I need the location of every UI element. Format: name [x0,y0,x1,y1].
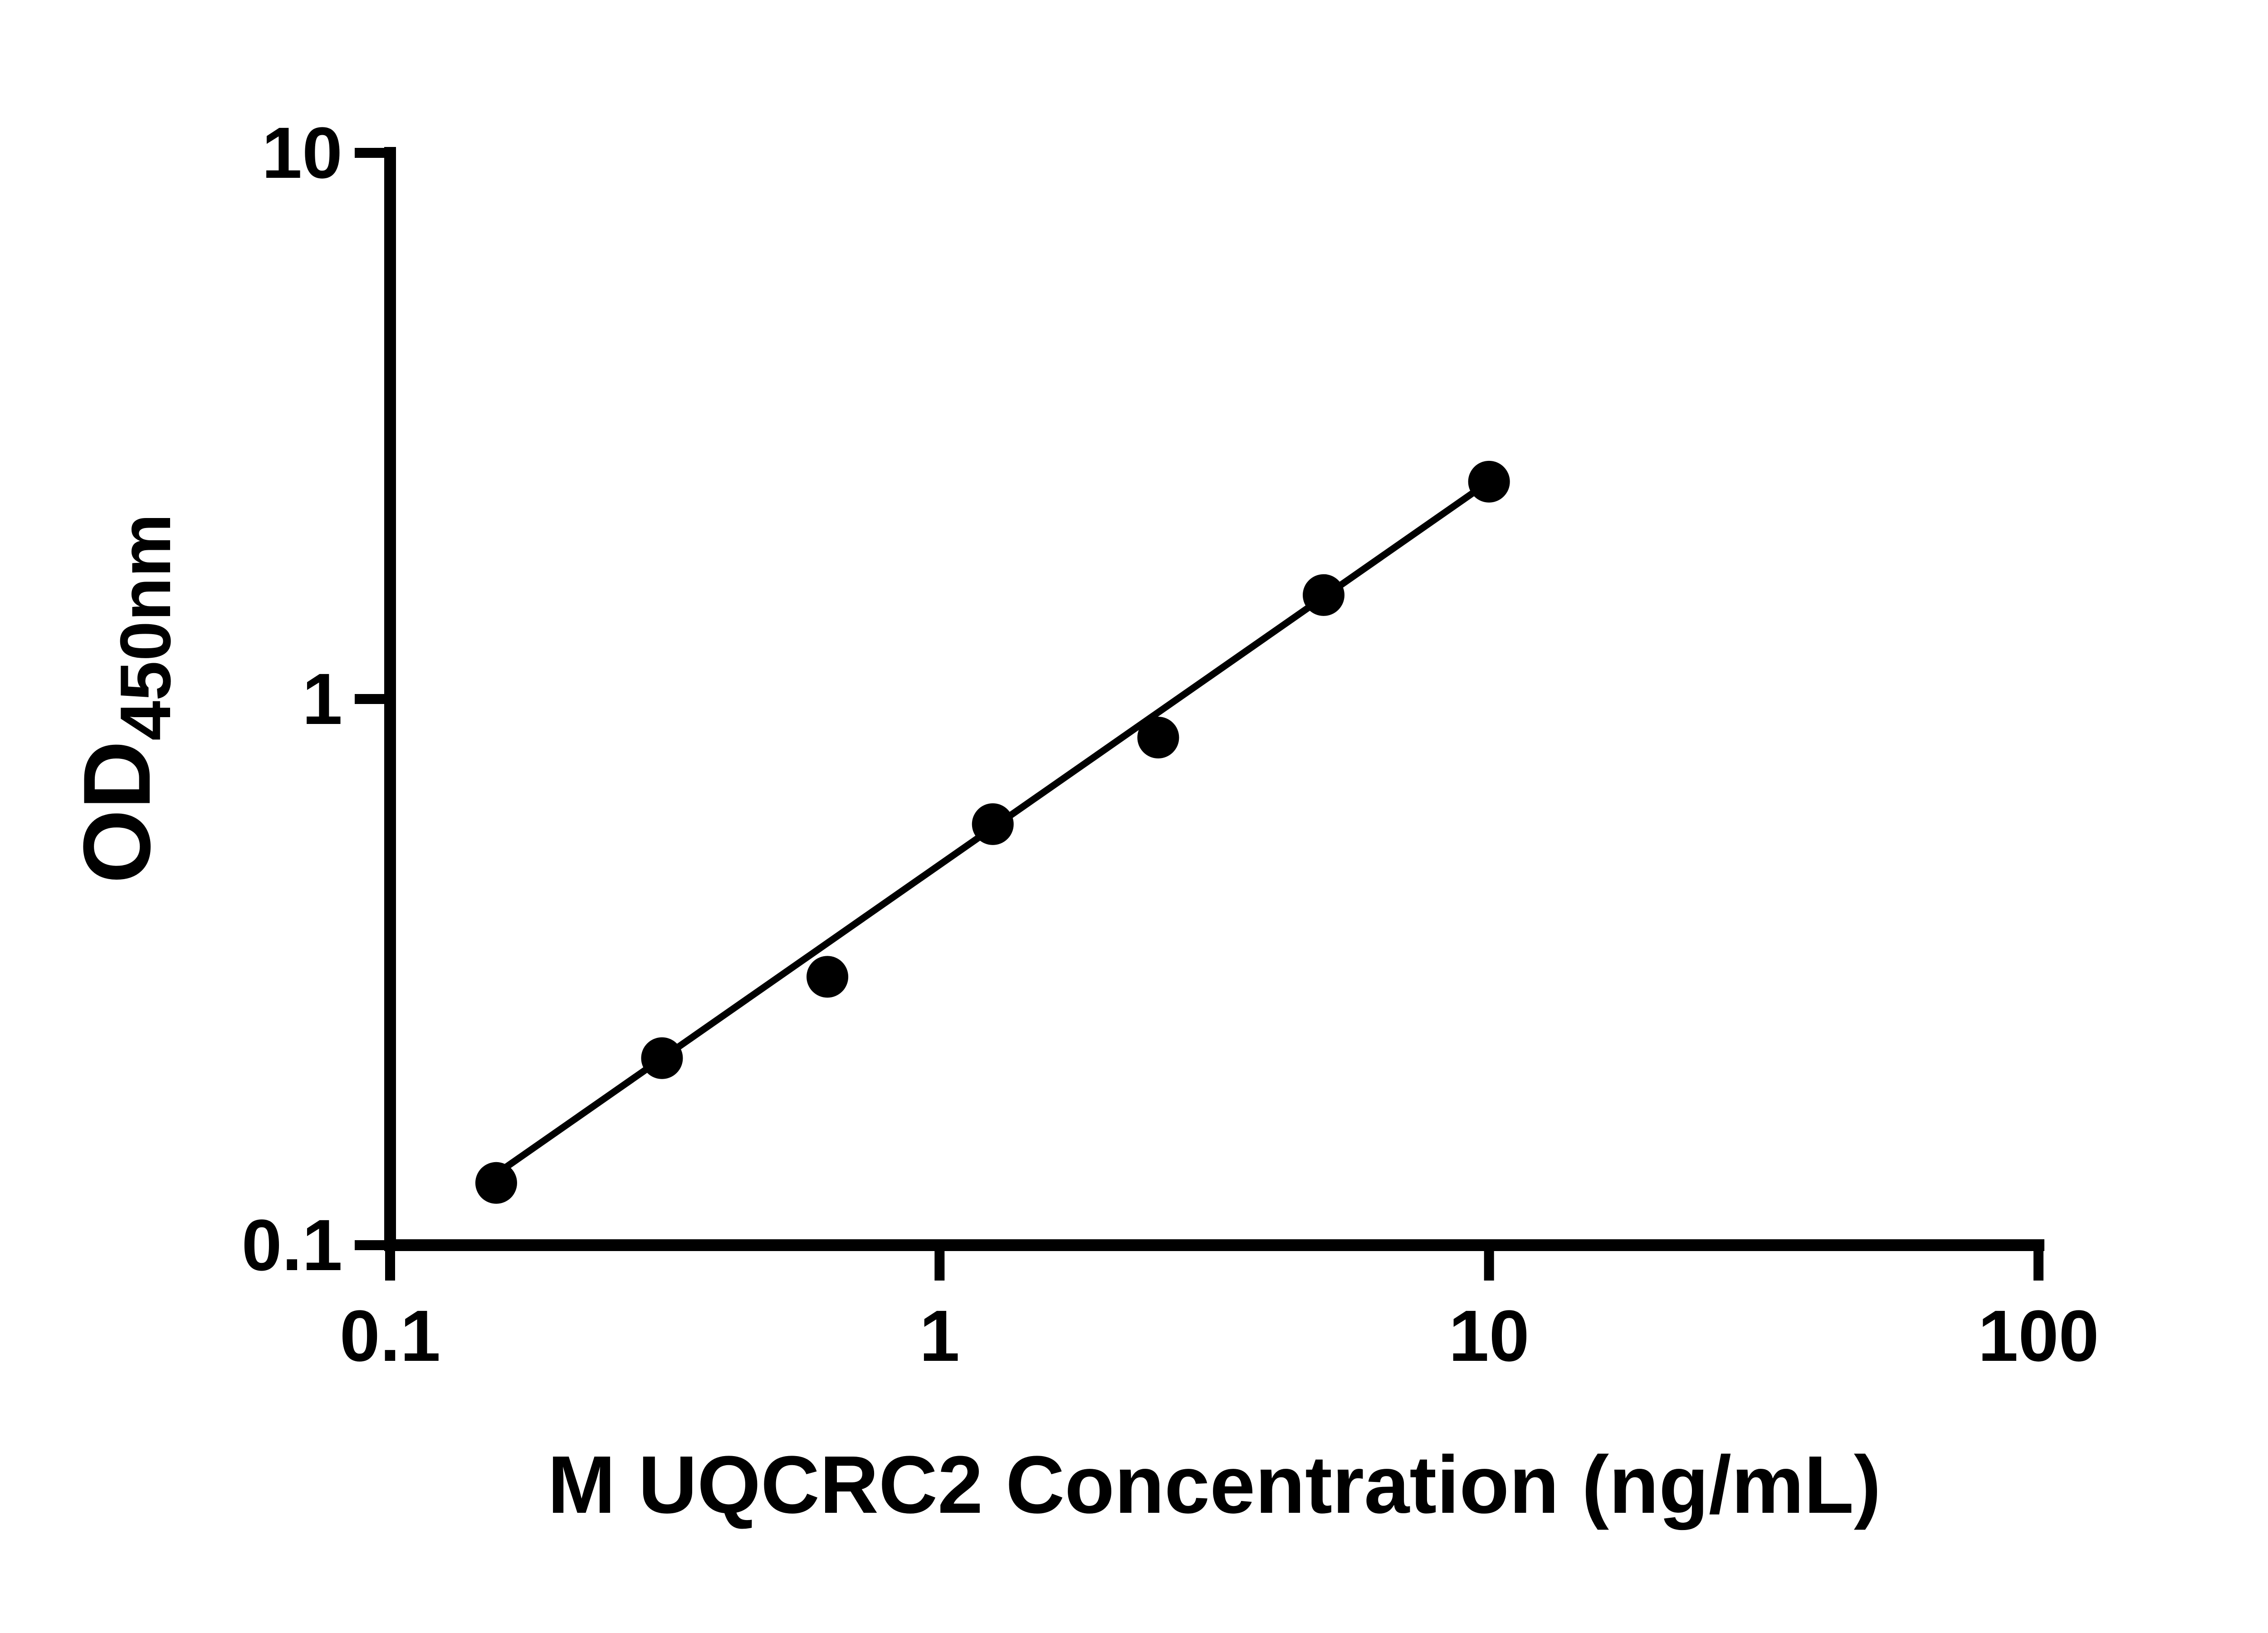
data-point [475,1162,517,1204]
y-axis-title-subscript: 450nm [106,513,186,741]
y-axis-tick-label: 10 [262,112,342,193]
x-axis-tick-label: 0.1 [340,1295,440,1376]
axes-layer [384,147,2044,1251]
data-point [1468,460,1510,503]
x-axis-title: M UQCRC2 Concentration (ng/mL) [547,1439,1881,1530]
x-axis-tick-label: 100 [1978,1295,2099,1376]
ticks-layer [355,148,2043,1281]
data-point [1303,574,1345,616]
data-point [1137,716,1179,758]
axis-spines [384,147,2044,1251]
x-axis-tick-label: 1 [919,1295,960,1376]
y-axis-tick-label: 1 [302,658,342,739]
data-point [972,803,1014,845]
data-point [641,1037,683,1079]
data-points-layer [475,460,1510,1204]
y-axis-title-main: OD [64,741,170,884]
y-axis-tick-label: 0.1 [242,1204,342,1286]
x-axis-tick-label: 10 [1449,1295,1530,1376]
y-axis-title: OD450nm [64,513,186,884]
tick-labels-layer: 0.1 1 10 100 10 1 0.1 [242,112,2099,1376]
data-point [807,956,849,998]
